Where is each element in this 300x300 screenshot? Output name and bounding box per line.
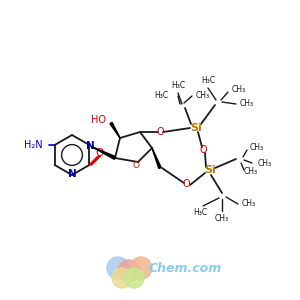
Circle shape [112, 268, 132, 288]
Circle shape [107, 257, 129, 279]
Circle shape [130, 257, 152, 279]
Text: O: O [156, 127, 164, 137]
Text: CH₃: CH₃ [250, 143, 264, 152]
Text: O: O [199, 145, 207, 155]
Polygon shape [110, 122, 120, 138]
Circle shape [124, 268, 144, 288]
Text: O: O [133, 160, 140, 169]
Text: CH₃: CH₃ [196, 91, 210, 100]
Polygon shape [152, 148, 161, 169]
Polygon shape [92, 147, 116, 159]
Text: O: O [95, 148, 103, 158]
Circle shape [118, 260, 140, 282]
Text: HO: HO [91, 115, 106, 125]
Text: H₃C: H₃C [201, 76, 215, 85]
Text: Si: Si [190, 123, 202, 133]
Text: Chem.com: Chem.com [148, 262, 222, 275]
Text: CH₃: CH₃ [242, 200, 256, 208]
Text: CH₃: CH₃ [240, 100, 254, 109]
Text: CH₃: CH₃ [215, 214, 229, 223]
Text: Si: Si [204, 165, 216, 175]
Text: O: O [182, 179, 190, 189]
Text: H₂N: H₂N [24, 140, 43, 150]
Text: CH₃: CH₃ [258, 158, 272, 167]
Text: H₃C: H₃C [154, 92, 168, 100]
Text: CH₃: CH₃ [244, 167, 258, 176]
Text: CH₃: CH₃ [232, 85, 246, 94]
Text: N: N [86, 141, 95, 151]
Text: H₃C: H₃C [171, 81, 185, 90]
Text: N: N [68, 169, 76, 179]
Text: H₃C: H₃C [193, 208, 207, 217]
